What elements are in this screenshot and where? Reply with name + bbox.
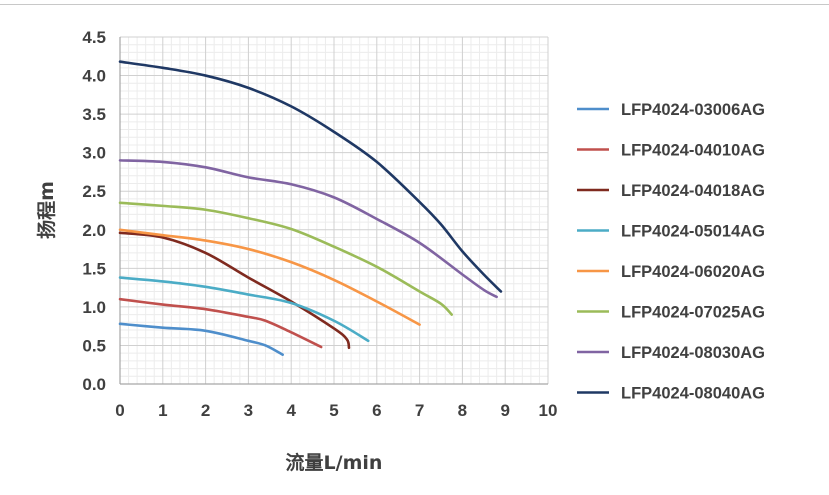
y-tick-label: 2.0 [82, 221, 106, 240]
x-tick-label: 5 [329, 401, 338, 420]
y-axis-title: 扬程m [35, 181, 58, 239]
y-tick-label: 4.0 [82, 67, 106, 86]
y-tick-label: 4.5 [82, 28, 106, 47]
legend-label: LFP4024-07025AG [621, 304, 765, 322]
series-line-LFP4024-03006AG [118, 322, 284, 356]
y-tick-label: 1.5 [82, 259, 106, 278]
series-layer [118, 60, 503, 356]
series-line-LFP4024-06020AG [118, 228, 421, 326]
x-tick-label: 7 [415, 401, 424, 420]
y-tick-label: 1.0 [82, 298, 106, 317]
series-line-LFP4024-05014AG [118, 276, 370, 343]
y-tick-label: 2.5 [82, 182, 106, 201]
y-tick-label: 0.5 [82, 336, 106, 355]
x-axis-title: 流量L/min [286, 451, 383, 474]
x-tick-label: 8 [458, 401, 467, 420]
series-line-LFP4024-04018AG [118, 231, 351, 350]
series-line-LFP4024-04010AG [118, 297, 323, 349]
x-tick-label: 10 [539, 401, 558, 420]
legend: LFP4024-03006AG LFP4024-04010AG LFP4024-04… [577, 101, 765, 403]
y-tick-label: 3.5 [82, 105, 106, 124]
legend-label: LFP4024-06020AG [621, 263, 765, 281]
x-tick-label: 3 [244, 401, 253, 420]
x-tick-label: 9 [500, 401, 509, 420]
series-line-LFP4024-08040AG [118, 60, 503, 293]
x-tick-label: 4 [286, 401, 296, 420]
x-tick-labels: 0 1 2 3 4 5 6 7 8 9 10 [115, 401, 557, 420]
series-line-LFP4024-08030AG [118, 159, 498, 299]
legend-label: LFP4024-04010AG [621, 142, 765, 160]
x-tick-label: 1 [158, 401, 167, 420]
legend-label: LFP4024-05014AG [621, 223, 765, 241]
series-line-LFP4024-07025AG [118, 201, 453, 316]
legend-label: LFP4024-08040AG [621, 385, 765, 403]
legend-label: LFP4024-03006AG [621, 101, 765, 119]
x-tick-label: 2 [201, 401, 210, 420]
grid-major [119, 36, 549, 385]
y-tick-label: 3.0 [82, 144, 106, 163]
x-tick-label: 6 [372, 401, 381, 420]
legend-label: LFP4024-04018AG [621, 182, 765, 200]
y-tick-labels: 0.0 0.5 1.0 1.5 2.0 2.5 3.0 3.5 4.0 4.5 [82, 28, 106, 394]
x-tick-label: 0 [115, 401, 124, 420]
y-tick-label: 0.0 [82, 375, 106, 394]
legend-label: LFP4024-08030AG [621, 344, 765, 362]
axes [119, 37, 548, 385]
